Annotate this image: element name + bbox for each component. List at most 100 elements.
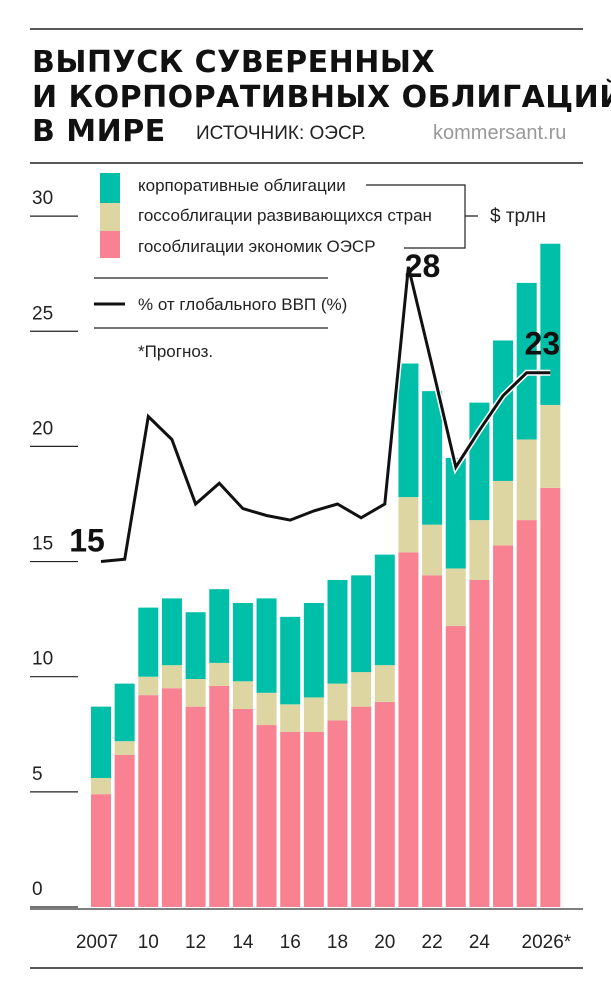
x-tick-label: 10 xyxy=(138,932,159,953)
x-tick-label: 24 xyxy=(469,932,491,953)
y-tick-label: 20 xyxy=(32,418,53,439)
bar-segment-corporate xyxy=(303,603,324,698)
bar-segment-oecd xyxy=(209,685,230,907)
bar-segment-corporate xyxy=(280,616,301,705)
bar-segment-corporate xyxy=(374,554,395,666)
x-tick-label: 12 xyxy=(185,932,206,953)
bar-segment-oecd xyxy=(232,708,253,907)
bar-segment-corporate xyxy=(351,575,372,673)
bar-segment-oecd xyxy=(351,706,372,907)
bar-segment-corporate xyxy=(114,683,135,742)
legend: корпоративные облигации госсоблигации ра… xyxy=(94,173,546,361)
bar-segment-corporate xyxy=(516,282,537,440)
bar-segment-emerging xyxy=(469,520,490,580)
bar-segment-corporate xyxy=(185,612,206,680)
x-tick-label: 22 xyxy=(422,932,443,953)
legend-swatch-emerging xyxy=(100,203,120,231)
bar-segment-emerging xyxy=(327,683,348,721)
bar-segment-corporate xyxy=(493,340,514,481)
bar-segment-corporate xyxy=(209,589,230,663)
bar-segment-oecd xyxy=(540,487,561,907)
gdp-line: 15 28 23 xyxy=(69,248,561,565)
legend-swatch-oecd xyxy=(100,231,120,258)
bar-segment-corporate xyxy=(398,363,419,498)
bar-segment-corporate xyxy=(445,457,466,569)
y-tick-label: 15 xyxy=(32,534,53,555)
bar-segment-corporate xyxy=(138,607,159,677)
bar-segment-emerging xyxy=(303,697,324,732)
source-text: ИСТОЧНИК: ОЭСР. xyxy=(196,123,366,144)
bar-segment-oecd xyxy=(161,688,182,907)
bar-segment-emerging xyxy=(209,662,230,686)
line-annotation: 15 xyxy=(69,523,105,559)
bar-segment-corporate xyxy=(540,243,561,405)
y-tick-label: 30 xyxy=(32,188,53,209)
legend-label-corporate: корпоративные облигации xyxy=(138,176,346,195)
bar-segment-oecd xyxy=(280,731,301,907)
unit-label: $ трлн xyxy=(490,206,546,227)
legend-label-line: % от глобального ВВП (%) xyxy=(138,295,347,314)
title-line-2: И КОРПОРАТИВНЫХ ОБЛИГАЦИЙ xyxy=(32,79,611,115)
title-line-1: ВЫПУСК СУВЕРЕННЫХ xyxy=(32,45,435,80)
bar-segment-oecd xyxy=(327,720,348,907)
bar-segment-emerging xyxy=(374,665,395,703)
bar-segment-emerging xyxy=(516,439,537,521)
x-tick-label: 14 xyxy=(232,932,254,953)
y-tick-label: 5 xyxy=(32,764,43,785)
legend-label-oecd: гособлигации экономик ОЭСР xyxy=(138,237,376,256)
bar-segment-oecd xyxy=(114,755,135,907)
bar-segment-emerging xyxy=(232,681,253,709)
line-annotation: 23 xyxy=(525,326,561,362)
bar-segment-emerging xyxy=(114,741,135,756)
bar-segment-oecd xyxy=(185,706,206,907)
forecast-note: *Прогноз. xyxy=(138,342,213,361)
line-annotation: 28 xyxy=(405,248,441,284)
x-tick-label: 20 xyxy=(374,932,395,953)
bar-segment-corporate xyxy=(232,603,253,682)
bar-segment-oecd xyxy=(398,552,419,907)
y-tick-label: 10 xyxy=(32,649,53,670)
y-axis: 0 5 10 15 20 25 30 xyxy=(30,188,583,910)
bar-segment-oecd xyxy=(374,702,395,907)
bar-segment-emerging xyxy=(351,672,372,707)
x-axis: 2007 10 12 14 16 18 20 22 24 2026* xyxy=(76,932,572,953)
bar-segment-corporate xyxy=(327,579,348,684)
bar-segment-emerging xyxy=(445,568,466,627)
bar-segment-emerging xyxy=(493,480,514,546)
bar-segment-oecd xyxy=(469,579,490,907)
bar-segment-oecd xyxy=(138,695,159,907)
bar-segment-corporate xyxy=(422,391,443,525)
bar-segment-corporate xyxy=(161,598,182,666)
bar-segment-corporate xyxy=(256,598,277,693)
y-tick-label: 0 xyxy=(32,879,43,900)
site-text: kommersant.ru xyxy=(433,122,566,144)
bar-segment-oecd xyxy=(256,725,277,907)
bar-segment-emerging xyxy=(161,665,182,689)
gdp-line-path xyxy=(100,266,551,563)
bar-segment-emerging xyxy=(398,497,419,553)
x-tick-label: 2007 xyxy=(76,932,118,953)
bar-segment-oecd xyxy=(303,731,324,907)
bar-segment-emerging xyxy=(185,679,206,707)
bar-segment-emerging xyxy=(138,676,159,696)
bar-segment-oecd xyxy=(516,520,537,907)
bar-segment-oecd xyxy=(91,794,111,907)
title-line-3: В МИРЕ xyxy=(32,114,166,149)
y-tick-label: 25 xyxy=(32,303,53,324)
bar-segment-oecd xyxy=(493,545,514,907)
bars xyxy=(91,243,561,907)
legend-bracket xyxy=(366,184,478,249)
bar-segment-oecd xyxy=(445,626,466,907)
bar-segment-oecd xyxy=(422,575,443,907)
bar-segment-corporate xyxy=(469,402,490,521)
bar-segment-emerging xyxy=(422,524,443,576)
bar-segment-corporate xyxy=(91,706,111,779)
x-tick-label: 2026* xyxy=(522,932,572,953)
legend-label-emerging: госсоблигации развивающихся стран xyxy=(138,206,432,225)
legend-swatch-corporate xyxy=(100,173,120,203)
bar-segment-emerging xyxy=(91,778,111,795)
bar-segment-emerging xyxy=(256,692,277,726)
x-tick-label: 16 xyxy=(280,932,301,953)
bar-segment-emerging xyxy=(280,704,301,732)
